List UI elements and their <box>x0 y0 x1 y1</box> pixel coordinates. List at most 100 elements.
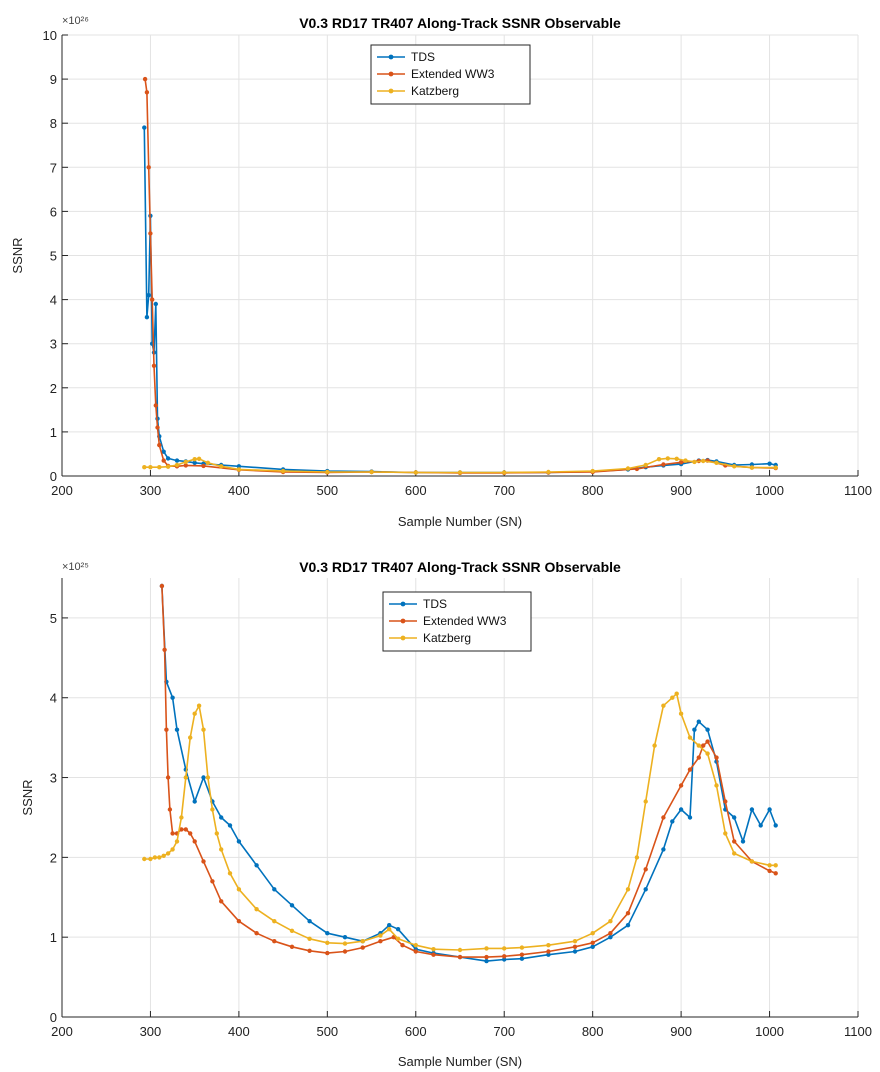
data-point <box>201 859 206 864</box>
data-point <box>192 799 197 804</box>
data-point <box>395 927 401 932</box>
y-tick-label: 4 <box>50 293 57 308</box>
data-point <box>153 301 158 307</box>
data-point <box>767 807 772 812</box>
data-point <box>705 739 710 744</box>
y-tick-label: 0 <box>50 469 57 484</box>
series-katzberg <box>142 456 778 475</box>
x-tick-label: 1000 <box>755 483 784 498</box>
data-point <box>192 711 197 716</box>
data-point <box>170 831 175 836</box>
data-point <box>227 871 233 876</box>
data-point <box>142 465 147 470</box>
legend-swatch-marker <box>388 71 394 77</box>
data-point <box>289 903 295 908</box>
data-point <box>714 755 719 760</box>
data-point <box>219 899 224 904</box>
y-axis-label: SSNR <box>10 237 25 273</box>
data-point <box>192 839 197 844</box>
y-tick-label: 4 <box>50 691 57 706</box>
y-tick-label: 5 <box>50 249 57 264</box>
data-point <box>749 462 755 467</box>
data-point <box>484 958 489 964</box>
chart-title: V0.3 RD17 TR407 Along-Track SSNR Observa… <box>299 559 621 575</box>
data-point <box>608 919 613 924</box>
x-tick-label: 600 <box>405 483 427 498</box>
data-point <box>289 944 295 949</box>
data-point <box>307 936 312 941</box>
data-point <box>661 462 666 467</box>
data-point <box>369 469 374 475</box>
legend-swatch-marker <box>388 54 394 60</box>
data-point <box>740 839 746 844</box>
data-point <box>643 462 648 468</box>
data-point <box>687 815 693 820</box>
data-point <box>670 695 675 700</box>
data-point <box>157 442 162 448</box>
data-point <box>146 293 151 298</box>
data-point <box>590 468 595 474</box>
data-point <box>387 923 392 928</box>
y-exponent-label: ×10²⁶ <box>62 15 89 27</box>
data-point <box>174 462 180 468</box>
data-point <box>183 775 188 780</box>
data-point <box>342 941 348 946</box>
data-point <box>687 735 693 740</box>
data-point <box>502 957 507 962</box>
data-point <box>144 90 150 95</box>
data-point <box>201 727 206 732</box>
data-point <box>773 465 778 470</box>
data-point <box>519 945 525 950</box>
data-point <box>413 943 418 948</box>
data-point <box>192 457 197 462</box>
data-point <box>219 815 224 820</box>
x-tick-label: 1100 <box>844 1024 872 1039</box>
data-point <box>159 583 165 589</box>
y-tick-label: 0 <box>50 1010 57 1025</box>
data-point <box>148 856 153 862</box>
x-tick-label: 900 <box>670 483 692 498</box>
data-point <box>165 464 171 469</box>
data-point <box>678 807 684 812</box>
x-tick-label: 300 <box>140 483 162 498</box>
data-point <box>661 847 666 852</box>
legend-swatch-marker <box>400 635 406 641</box>
data-point <box>395 936 401 941</box>
x-tick-label: 800 <box>582 1024 604 1039</box>
x-tick-label: 500 <box>316 483 338 498</box>
data-point <box>546 949 551 954</box>
data-point <box>678 783 684 788</box>
data-point <box>205 775 211 780</box>
data-point <box>307 919 312 924</box>
data-point <box>732 464 737 469</box>
data-point <box>196 703 202 708</box>
data-point <box>714 783 719 788</box>
data-point <box>179 815 184 820</box>
data-point <box>148 231 153 236</box>
data-point <box>696 755 701 760</box>
data-point <box>144 315 150 320</box>
data-point <box>773 871 778 876</box>
data-point <box>749 859 755 864</box>
data-point <box>342 949 348 954</box>
x-tick-label: 500 <box>316 1024 338 1039</box>
series-tds <box>159 583 778 964</box>
data-point <box>608 935 613 940</box>
data-point <box>183 827 188 832</box>
y-tick-label: 2 <box>50 850 57 865</box>
data-point <box>188 831 193 836</box>
series-group <box>142 583 778 964</box>
data-point <box>148 465 153 470</box>
y-tick-label: 10 <box>43 28 57 43</box>
data-point <box>210 807 215 812</box>
data-point <box>153 403 158 408</box>
y-tick-label: 6 <box>50 204 57 219</box>
data-point <box>546 952 551 957</box>
x-tick-label: 200 <box>51 483 73 498</box>
chart-panel-1: 200 300 400 500 600 700 800 900 1000 1100 0 1 2 3 4 5 6 7… <box>10 15 872 529</box>
data-point <box>196 456 202 461</box>
data-point <box>683 458 688 463</box>
x-tick-label: 200 <box>51 1024 73 1039</box>
data-point <box>674 456 679 461</box>
data-point <box>174 839 180 844</box>
